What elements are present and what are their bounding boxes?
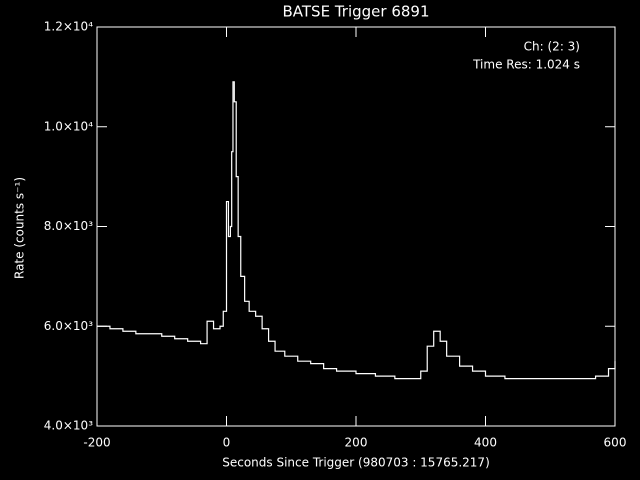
annotation: Ch: (2: 3) <box>524 40 580 54</box>
x-tick-label: -200 <box>83 436 110 450</box>
x-tick-label: 200 <box>345 436 368 450</box>
x-axis-title: Seconds Since Trigger (980703 : 15765.21… <box>222 456 490 470</box>
chart-title: BATSE Trigger 6891 <box>283 3 430 21</box>
y-axis-title: Rate (counts s⁻¹) <box>13 177 27 279</box>
y-tick-label: 1.2×10⁴ <box>44 20 93 34</box>
y-tick-label: 4.0×10³ <box>44 419 93 433</box>
y-tick-label: 6.0×10³ <box>44 319 93 333</box>
y-tick-label: 1.0×10⁴ <box>44 119 93 133</box>
y-tick-label: 8.0×10³ <box>44 219 93 233</box>
light-curve <box>97 81 616 380</box>
x-tick-label: 600 <box>604 436 627 450</box>
plot-frame <box>96 26 616 427</box>
annotation: Time Res: 1.024 s <box>472 58 580 72</box>
x-tick-label: 400 <box>474 436 497 450</box>
x-tick-label: 0 <box>223 436 231 450</box>
